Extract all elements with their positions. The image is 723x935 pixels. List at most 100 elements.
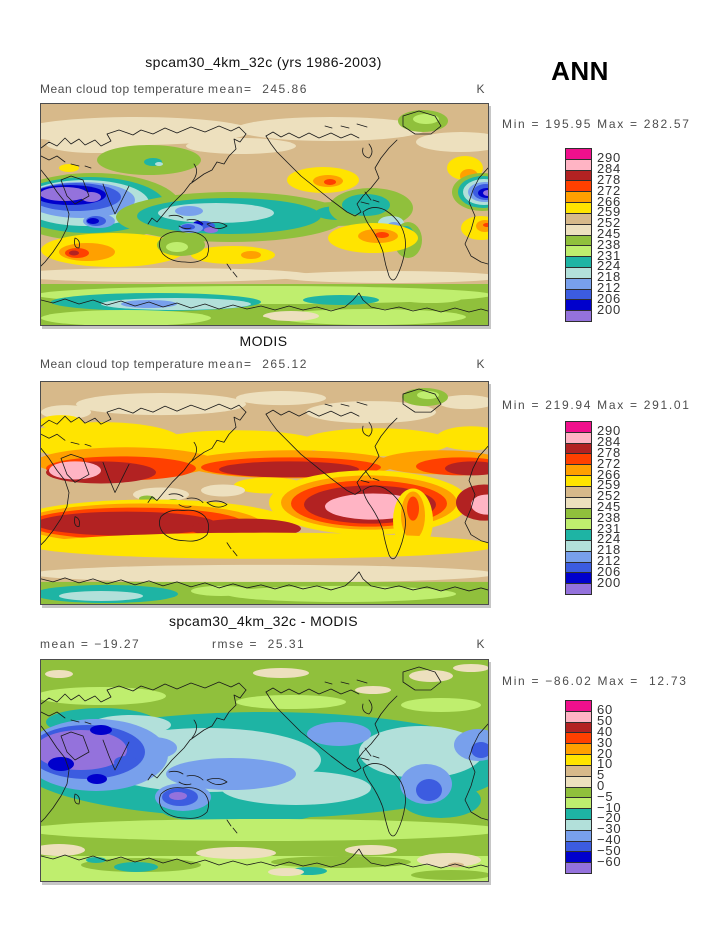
colorbar-tick-label: 224 — [597, 531, 622, 547]
world-map-difference — [41, 660, 488, 881]
colorbar-cell — [566, 299, 591, 311]
panel2-minmax: Min = 219.94 Max = 291.01 — [502, 398, 691, 412]
colorbar-tick-label: 212 — [597, 279, 622, 295]
colorbar-cell — [566, 743, 591, 755]
colorbar-tick-label: 231 — [597, 247, 622, 263]
colorbar-cell — [566, 764, 591, 776]
panel1-mean-value: mean= 245.86 — [208, 82, 308, 96]
colorbar-cell — [566, 485, 591, 497]
colorbar-tick-label: 20 — [597, 745, 614, 761]
panel1-colorbar — [565, 148, 592, 322]
colorbar-tick-label: 60 — [597, 702, 614, 718]
panel3-colorbar-labels: 60 50 40 30 20 10 5 0 −5 −10 −20 −30 −40 −50 −60 — [597, 700, 647, 868]
colorbar-tick-label: 266 — [597, 466, 622, 482]
colorbar-tick-label: 218 — [597, 542, 622, 558]
colorbar-tick-label: 245 — [597, 225, 622, 241]
colorbar-tick-label: 278 — [597, 171, 622, 187]
colorbar-tick-label: −50 — [597, 842, 622, 858]
colorbar-cell — [566, 775, 591, 787]
colorbar-tick-label: −40 — [597, 831, 622, 847]
panel3-title: spcam30_4km_32c - MODIS — [169, 613, 358, 629]
panel2-title: MODIS — [239, 333, 288, 349]
panel3-rmse-value: rmse = 25.31 — [212, 637, 306, 651]
colorbar-cell — [566, 701, 591, 711]
panel1-field-label: Mean cloud top temperature — [40, 82, 205, 96]
colorbar-cell — [566, 223, 591, 235]
colorbar-cell — [566, 507, 591, 519]
colorbar-cell — [566, 310, 591, 321]
panel3-unit-label: K — [476, 637, 485, 651]
colorbar-cell — [566, 422, 591, 432]
colorbar-tick-label: 272 — [597, 455, 622, 471]
panel1-minmax: Min = 195.95 Max = 282.57 — [502, 117, 691, 131]
colorbar-tick-label: 10 — [597, 756, 614, 772]
colorbar-tick-label: −20 — [597, 810, 622, 826]
colorbar-cell — [566, 266, 591, 278]
colorbar-tick-label: 206 — [597, 563, 622, 579]
colorbar-cell — [566, 808, 591, 819]
colorbar-cell — [566, 191, 591, 203]
panel2-colorbar-labels: 290 284 278 272 266 259 252 245 238 231 224 218 212 2… — [597, 421, 647, 590]
colorbar-tick-label: 200 — [597, 301, 622, 317]
colorbar-cell — [566, 212, 591, 224]
colorbar-tick-label: 278 — [597, 444, 622, 460]
panel3-colorbar — [565, 700, 592, 874]
colorbar-cell — [566, 234, 591, 246]
colorbar-tick-label: 284 — [597, 434, 622, 450]
colorbar-cell — [566, 245, 591, 257]
colorbar-cell — [566, 862, 591, 873]
colorbar-cell — [566, 180, 591, 192]
colorbar-cell — [566, 829, 591, 841]
colorbar-cell — [566, 754, 591, 765]
colorbar-cell — [566, 840, 591, 852]
colorbar-cell — [566, 518, 591, 530]
colorbar-cell — [566, 431, 591, 443]
colorbar-cell — [566, 202, 591, 213]
colorbar-tick-label: 252 — [597, 488, 622, 504]
colorbar-cell — [566, 158, 591, 170]
panel3-mean-value: mean = −19.27 — [40, 637, 141, 651]
colorbar-cell — [566, 496, 591, 508]
panel2-meta: Mean cloud top temperature mean= 265.12 … — [40, 357, 487, 373]
colorbar-tick-label: 212 — [597, 552, 622, 568]
colorbar-cell — [566, 710, 591, 722]
colorbar-cell — [566, 288, 591, 300]
colorbar-cell — [566, 851, 591, 863]
colorbar-tick-label: 259 — [597, 477, 622, 493]
colorbar-cell — [566, 583, 591, 594]
colorbar-cell — [566, 529, 591, 540]
colorbar-tick-label: 0 — [597, 777, 606, 793]
panel3-meta: mean = −19.27 rmse = 25.31 K — [40, 637, 487, 653]
panel2-colorbar — [565, 421, 592, 595]
colorbar-tick-label: 200 — [597, 574, 622, 590]
colorbar-tick-label: 266 — [597, 193, 622, 209]
world-map-modis — [41, 382, 488, 604]
colorbar-cell — [566, 786, 591, 798]
colorbar-cell — [566, 818, 591, 830]
panel1-colorbar-labels: 290 284 278 272 266 259 252 245 238 231 224 218 212 2… — [597, 148, 647, 317]
colorbar-cell — [566, 561, 591, 573]
colorbar-cell — [566, 539, 591, 551]
colorbar-tick-label: 259 — [597, 204, 622, 220]
panel1-unit-label: K — [476, 82, 485, 96]
colorbar-tick-label: 238 — [597, 509, 622, 525]
colorbar-cell — [566, 464, 591, 476]
panel2-field-label: Mean cloud top temperature — [40, 357, 205, 371]
colorbar-cell — [566, 277, 591, 289]
colorbar-tick-label: 30 — [597, 734, 614, 750]
colorbar-tick-label: 224 — [597, 258, 622, 274]
map-spcam30 — [40, 103, 489, 326]
map-difference — [40, 659, 489, 882]
colorbar-tick-label: 238 — [597, 236, 622, 252]
panel1-meta: Mean cloud top temperature mean= 245.86 … — [40, 82, 487, 98]
panel2-unit-label: K — [476, 357, 485, 371]
map-modis — [40, 381, 489, 605]
colorbar-tick-label: −5 — [597, 788, 614, 804]
colorbar-tick-label: 206 — [597, 290, 622, 306]
colorbar-tick-label: 231 — [597, 520, 622, 536]
colorbar-cell — [566, 256, 591, 267]
colorbar-tick-label: 40 — [597, 723, 614, 739]
colorbar-tick-label: 290 — [597, 150, 622, 166]
colorbar-cell — [566, 572, 591, 584]
colorbar-cell — [566, 721, 591, 733]
